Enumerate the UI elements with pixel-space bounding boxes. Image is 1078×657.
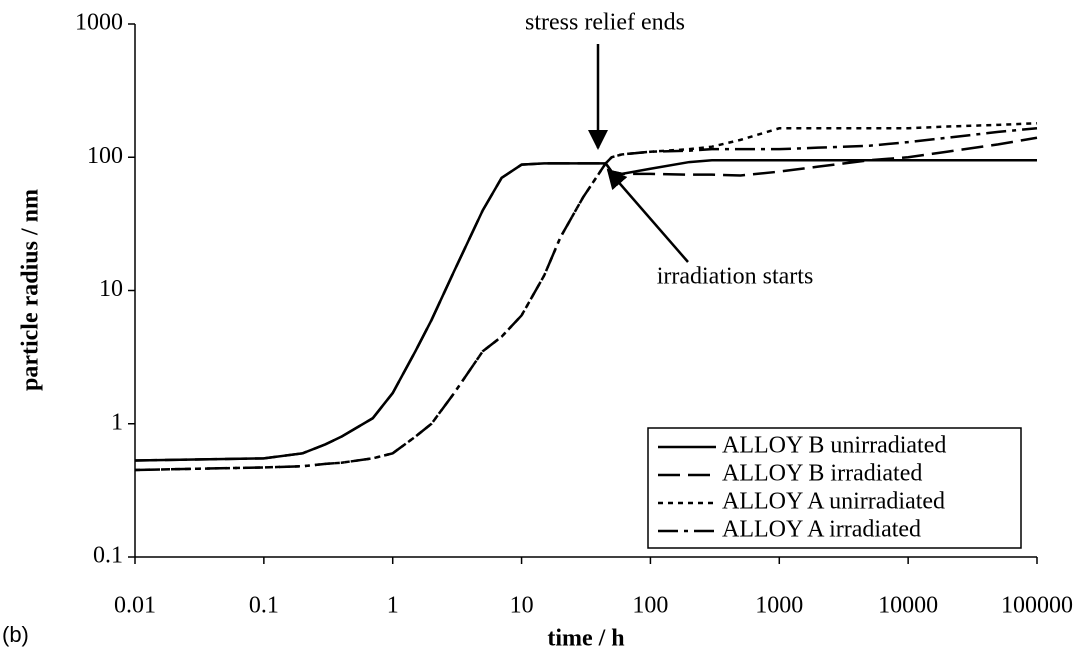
y-tick-label: 1 <box>111 409 123 435</box>
legend-label: ALLOY B irradiated <box>722 461 922 487</box>
legend-label: ALLOY A unirradiated <box>722 489 945 515</box>
y-tick-label: 1000 <box>75 10 123 36</box>
series-line <box>134 136 1038 462</box>
x-tick-label: 1000 <box>755 593 803 619</box>
annotation: stress relief ends <box>525 10 685 36</box>
annotation-arrow <box>606 168 689 263</box>
series-line <box>134 121 1038 472</box>
y-tick-label: 10 <box>99 276 123 302</box>
legend-label: ALLOY B unirradiated <box>722 433 946 459</box>
series-line <box>134 158 1037 462</box>
x-tick-label: 100 <box>632 593 668 619</box>
x-tick-label: 0.1 <box>249 593 279 619</box>
y-axis-label: particle radius / nm <box>18 189 44 391</box>
panel-label: (b) <box>2 622 29 647</box>
y-tick-label: 100 <box>87 143 123 169</box>
x-tick-label: 10000 <box>878 593 938 619</box>
series-line <box>134 127 1038 472</box>
legend-label: ALLOY A irradiated <box>722 517 921 543</box>
x-axis-label: time / h <box>547 626 624 652</box>
y-tick-label: 0.1 <box>93 543 123 569</box>
x-tick-label: 1 <box>387 593 399 619</box>
x-tick-label: 0.01 <box>114 593 156 619</box>
annotation: irradiation starts <box>657 264 814 290</box>
x-tick-label: 100000 <box>1001 593 1073 619</box>
x-tick-label: 10 <box>510 593 534 619</box>
